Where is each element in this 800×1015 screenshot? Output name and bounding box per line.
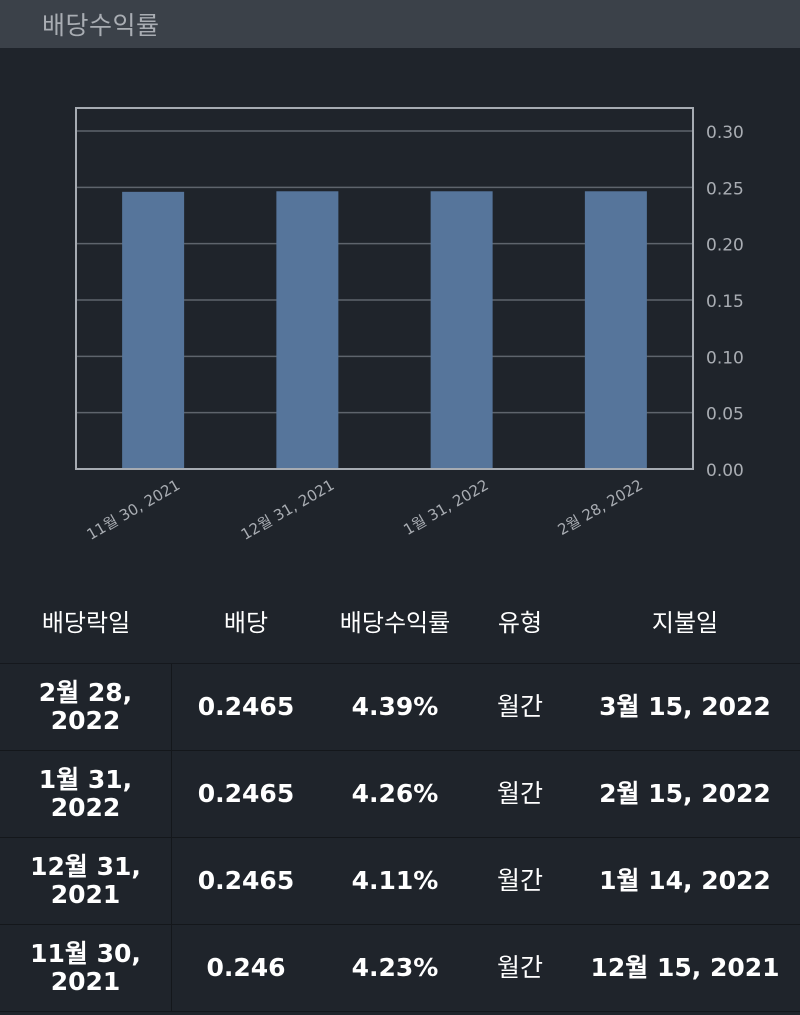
x-tick-label: 1월 31, 2022 xyxy=(400,476,491,539)
pay-date-cell: 1월 14, 2022 xyxy=(599,866,771,895)
bar xyxy=(430,191,493,469)
ex-date-line1: 12월 31, xyxy=(30,852,141,881)
dividend-cell: 0.2465 xyxy=(197,779,295,808)
bar xyxy=(276,191,339,469)
y-tick-label: 0.05 xyxy=(706,405,744,425)
dividend-table: 배당락일 배당 배당수익률 유형 지불일 2월 28, 2022 0.2465 … xyxy=(0,578,800,1012)
ex-date-line2: 2021 xyxy=(50,967,121,996)
ex-date-line1: 1월 31, xyxy=(38,765,133,794)
type-cell: 월간 xyxy=(496,953,543,982)
y-tick-label: 0.10 xyxy=(706,348,744,368)
pay-date-cell: 3월 15, 2022 xyxy=(599,692,771,721)
chart-canvas: 0.00 0.05 0.10 0.15 0.20 0.25 0.30 11월 30, 2021… xyxy=(75,107,744,544)
table-row: 1월 31, 2022 0.2465 4.26% 월간 2월 15, 2022 xyxy=(0,751,800,838)
table-row: 12월 31, 2021 0.2465 4.11% 월간 1월 14, 2022 xyxy=(0,838,800,925)
ex-date-line1: 2월 28, xyxy=(38,678,133,707)
col-header-ex-date: 배당락일 xyxy=(41,609,131,637)
dividend-bar-chart: 0.00 0.05 0.10 0.15 0.20 0.25 0.30 11월 30, 2021… xyxy=(0,48,800,588)
type-cell: 월간 xyxy=(496,779,543,808)
col-header-yield: 배당수익률 xyxy=(339,609,451,637)
y-tick-label: 0.00 xyxy=(706,461,744,481)
col-header-type: 유형 xyxy=(497,609,543,637)
col-header-dividend: 배당 xyxy=(223,609,269,637)
type-cell: 월간 xyxy=(496,866,543,895)
col-header-pay-date: 지불일 xyxy=(651,609,719,637)
y-tick-label: 0.30 xyxy=(706,123,744,143)
section-header: 배당수익률 xyxy=(0,0,800,48)
ex-date-cell: 2월 28, 2022 xyxy=(0,664,172,750)
ex-date-line2: 2022 xyxy=(50,706,121,735)
x-tick-label: 12월 31, 2021 xyxy=(238,476,337,544)
type-cell: 월간 xyxy=(496,692,543,721)
yield-cell: 4.11% xyxy=(351,866,439,895)
table-header: 배당락일 배당 배당수익률 유형 지불일 xyxy=(0,578,800,664)
ex-date-line1: 11월 30, xyxy=(30,939,141,968)
ex-date-cell: 12월 31, 2021 xyxy=(0,838,172,924)
pay-date-cell: 12월 15, 2021 xyxy=(590,953,780,982)
bar xyxy=(584,191,647,469)
bar xyxy=(122,191,185,469)
y-tick-label: 0.20 xyxy=(706,236,744,256)
x-tick-label: 11월 30, 2021 xyxy=(84,476,183,544)
table-row: 2월 28, 2022 0.2465 4.39% 월간 3월 15, 2022 xyxy=(0,664,800,751)
ex-date-cell: 1월 31, 2022 xyxy=(0,751,172,837)
dividend-cell: 0.246 xyxy=(206,953,286,982)
y-tick-label: 0.25 xyxy=(706,179,744,199)
yield-cell: 4.23% xyxy=(351,953,439,982)
yield-cell: 4.39% xyxy=(351,692,439,721)
table-row: 11월 30, 2021 0.246 4.23% 월간 12월 15, 2021 xyxy=(0,925,800,1012)
x-tick-label: 2월 28, 2022 xyxy=(555,476,646,539)
pay-date-cell: 2월 15, 2022 xyxy=(599,779,771,808)
yield-cell: 4.26% xyxy=(351,779,439,808)
y-tick-label: 0.15 xyxy=(706,292,744,312)
dividend-cell: 0.2465 xyxy=(197,692,295,721)
dividend-cell: 0.2465 xyxy=(197,866,295,895)
ex-date-line2: 2022 xyxy=(50,793,121,822)
section-title: 배당수익률 xyxy=(42,11,160,40)
plot-frame xyxy=(75,107,694,470)
ex-date-cell: 11월 30, 2021 xyxy=(0,925,172,1011)
ex-date-line2: 2021 xyxy=(50,880,121,909)
